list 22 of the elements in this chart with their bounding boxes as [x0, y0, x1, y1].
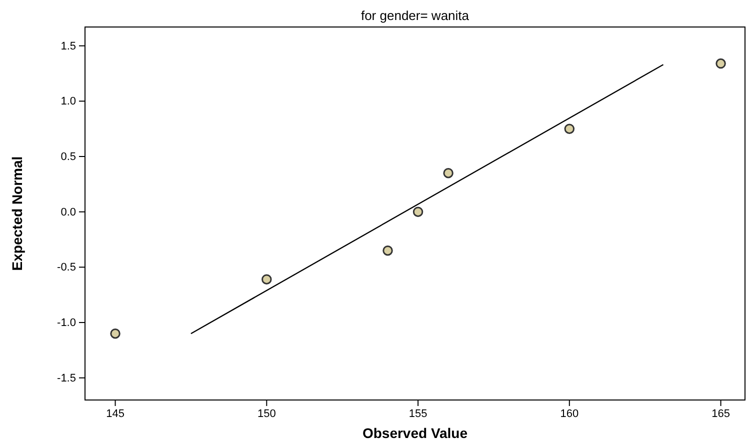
x-tick-label: 160	[560, 408, 579, 420]
y-tick-label: -1.0	[57, 317, 76, 330]
point	[382, 245, 393, 256]
y-tick-label: -1.5	[57, 372, 76, 384]
y-tick-label: 0.5	[60, 151, 76, 164]
y-axis-title: Expected Normal	[9, 156, 25, 271]
x-tick-label: 165	[712, 408, 730, 420]
x-tick-label: 155	[408, 408, 428, 420]
point	[564, 124, 575, 134]
point	[412, 206, 424, 217]
y-tick-label: 1.5	[60, 40, 76, 52]
y-tick-label: 0.0	[60, 206, 76, 218]
y-tick-label: 1.0	[60, 96, 76, 108]
y-tick-label: -0.5	[57, 262, 76, 274]
point	[110, 328, 120, 339]
chart-title: for gender= wanita	[360, 8, 470, 23]
x-axis-title: Observed Value	[362, 425, 468, 441]
point	[716, 58, 726, 69]
x-tick-label: 145	[106, 408, 124, 420]
x-tick-label: 150	[257, 408, 276, 420]
point	[443, 168, 454, 178]
point	[262, 274, 272, 284]
